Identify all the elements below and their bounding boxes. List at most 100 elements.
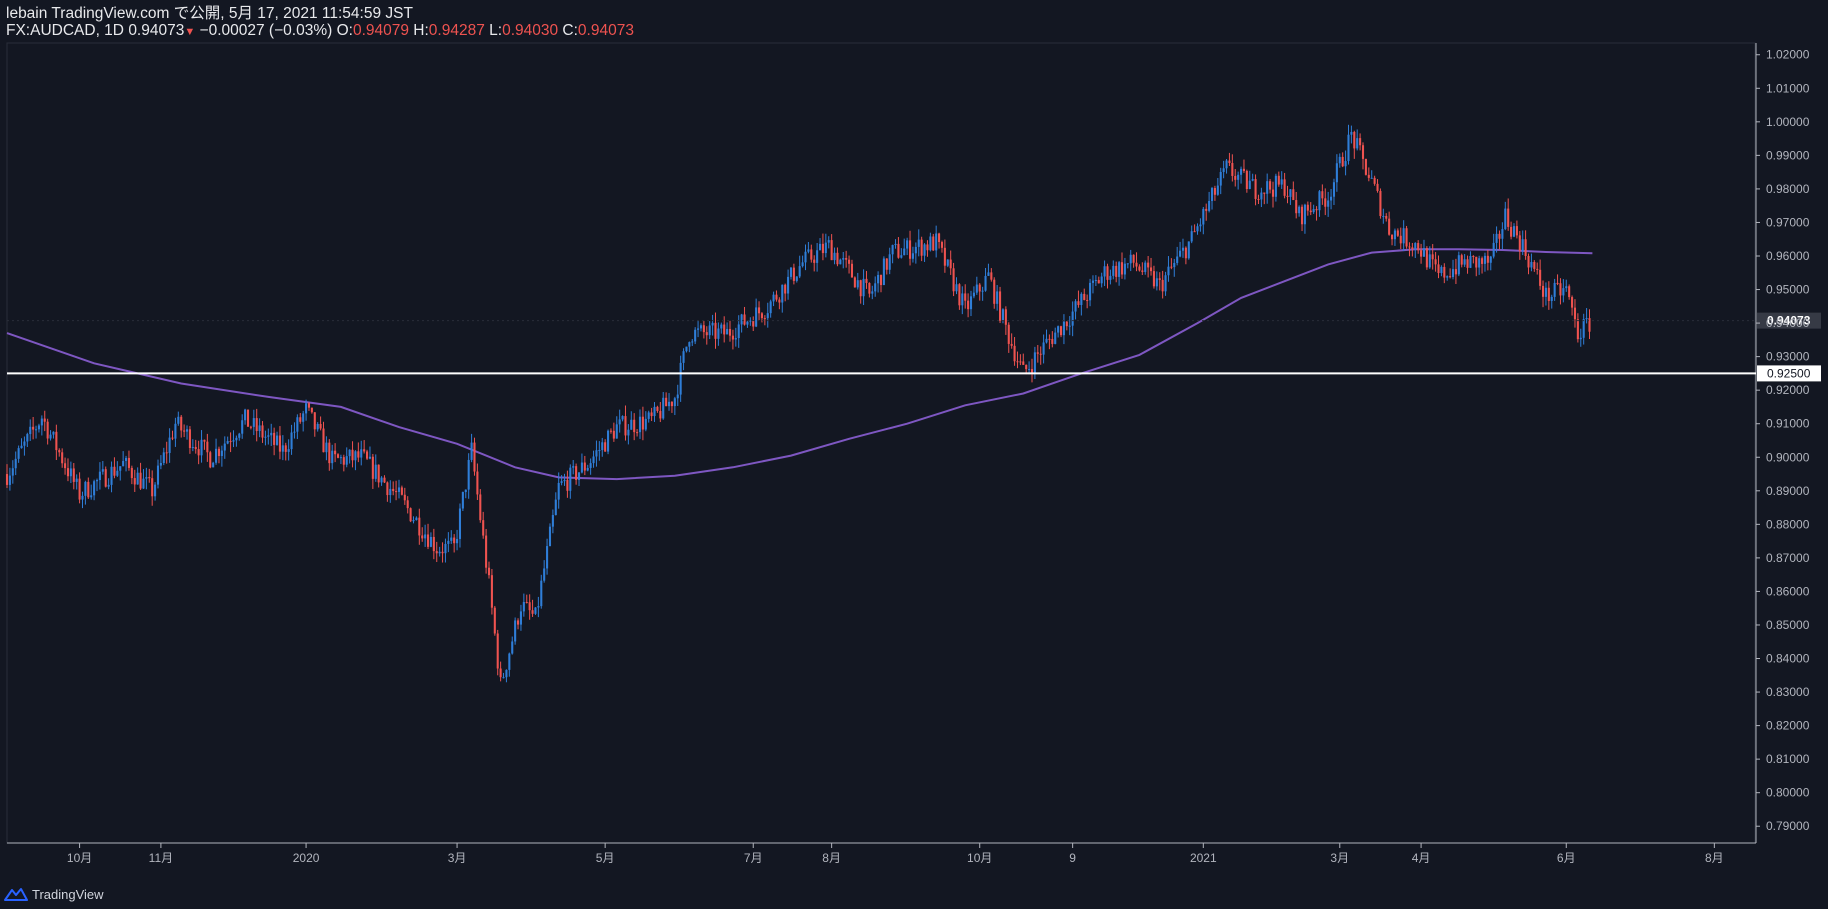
candle: [769, 299, 772, 318]
candle-body: [763, 318, 766, 320]
candle: [142, 469, 145, 489]
candle-body: [290, 432, 293, 450]
candle-body: [1370, 177, 1373, 179]
candle: [1144, 260, 1147, 275]
candle: [781, 284, 784, 313]
candle: [1492, 233, 1495, 259]
candle: [734, 327, 737, 347]
candle-body: [830, 240, 833, 261]
candle: [296, 414, 299, 440]
candle-body: [319, 423, 322, 429]
candle-body: [1051, 339, 1054, 344]
candle: [1405, 225, 1408, 249]
candle-body: [1164, 275, 1167, 292]
candle: [275, 431, 279, 446]
candle: [656, 405, 659, 413]
candle-body: [476, 471, 479, 495]
candle-body: [93, 481, 96, 496]
candle-body: [920, 239, 923, 256]
candle-body: [241, 420, 244, 434]
candle: [964, 284, 967, 309]
candle-body: [1260, 192, 1263, 200]
tradingview-branding[interactable]: TradingView: [4, 885, 104, 903]
candle: [850, 259, 854, 278]
y-tick-label: 1.01000: [1766, 81, 1810, 95]
candle-body: [232, 440, 235, 442]
candle: [217, 446, 221, 464]
candle: [55, 424, 58, 460]
candle-body: [66, 468, 70, 477]
candle: [894, 239, 897, 249]
candle: [168, 428, 171, 463]
candle-body: [136, 472, 139, 485]
candle: [1338, 153, 1341, 168]
last-price-label: 0.94073: [1767, 314, 1811, 328]
candle: [136, 467, 139, 485]
candle-body: [1454, 269, 1457, 275]
candle: [380, 476, 383, 486]
y-tick-label: 0.87000: [1766, 551, 1810, 565]
candle: [127, 450, 130, 471]
candle-body: [676, 394, 679, 399]
candle: [1373, 175, 1376, 186]
candle: [1158, 272, 1161, 291]
candle-body: [450, 537, 453, 541]
candle-body: [1266, 181, 1269, 194]
candle: [174, 417, 177, 447]
candle: [537, 596, 540, 618]
candle: [830, 234, 833, 261]
candle-body: [185, 429, 189, 432]
candle: [929, 232, 932, 252]
candle-body: [154, 484, 157, 497]
candle-body: [200, 439, 203, 456]
symbol-legend[interactable]: FX:AUDCAD, 1D 0.94073▼ −0.00027 (−0.03%)…: [6, 22, 634, 41]
candle: [177, 411, 180, 426]
candle-body: [456, 538, 459, 544]
candle-body: [1196, 226, 1199, 232]
candle: [66, 458, 70, 482]
candle-body: [879, 274, 883, 286]
candle: [784, 283, 787, 302]
publish-info: lebain TradingView.com で公開, 5月 17, 2021 …: [6, 5, 413, 22]
candle: [377, 464, 380, 488]
candle-body: [1417, 243, 1420, 251]
candle-body: [778, 299, 781, 303]
candle: [1149, 257, 1153, 276]
candle: [368, 446, 372, 460]
candle: [447, 532, 450, 553]
candle-body: [850, 263, 854, 278]
candle-body: [1248, 180, 1251, 190]
candle: [848, 255, 851, 274]
candle-body: [371, 456, 374, 479]
candle-body: [299, 417, 302, 422]
candle-body: [566, 479, 569, 491]
candle: [191, 439, 194, 452]
candle-body: [586, 467, 589, 471]
candle: [1225, 159, 1228, 174]
candle-body: [1074, 301, 1077, 312]
candle: [1504, 201, 1507, 231]
candle-body: [868, 282, 871, 294]
candle: [101, 460, 104, 475]
candle-body: [528, 602, 531, 611]
candle-body: [1321, 191, 1324, 199]
candle: [52, 431, 55, 439]
candle: [641, 406, 644, 441]
candle: [1219, 167, 1222, 195]
candle-body: [996, 291, 999, 304]
candle-body: [310, 407, 313, 413]
candle-body: [1446, 276, 1449, 278]
candle-body: [392, 488, 395, 492]
candle-body: [133, 478, 136, 485]
candle: [1356, 129, 1359, 151]
candle: [1428, 246, 1431, 269]
candle-body: [1495, 233, 1498, 243]
candle: [1097, 276, 1100, 284]
candle-body: [1193, 231, 1196, 233]
candle: [438, 546, 441, 557]
candle: [1533, 260, 1536, 272]
candle: [653, 402, 656, 422]
candle-body: [932, 236, 935, 251]
candle: [415, 516, 418, 521]
